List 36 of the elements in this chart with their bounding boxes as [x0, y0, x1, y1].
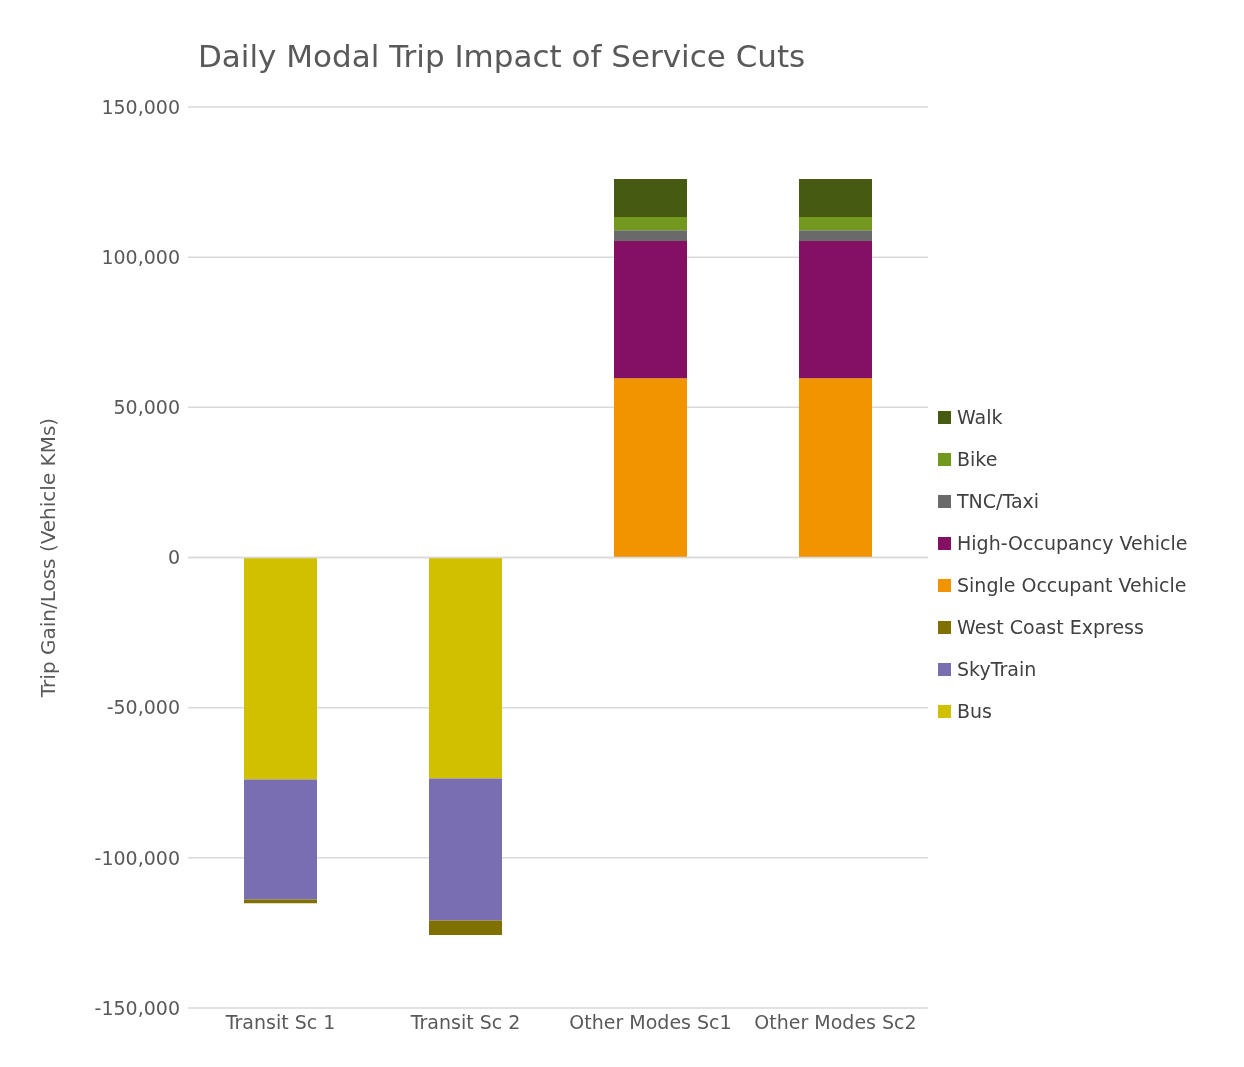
y-axis-title: Trip Gain/Loss (Vehicle KMs): [36, 417, 61, 699]
bar: [799, 240, 872, 379]
legend-label: Single Occupant Vehicle: [957, 574, 1187, 596]
legend-label: West Coast Express: [957, 616, 1144, 638]
bar: [429, 778, 502, 921]
legend-label: Bike: [957, 448, 998, 470]
bar: [799, 230, 872, 241]
chart-title: Daily Modal Trip Impact of Service Cuts: [198, 38, 806, 74]
legend-label: Walk: [957, 406, 1003, 428]
bar: [429, 557, 502, 779]
x-tick-label: Other Modes Sc2: [754, 1011, 917, 1034]
legend-label: Bus: [957, 700, 992, 722]
bar: [244, 779, 317, 900]
bar: [429, 920, 502, 936]
y-tick-label: -100,000: [94, 846, 180, 869]
bar: [614, 240, 687, 379]
y-tick-label: 150,000: [101, 95, 180, 118]
bar: [799, 179, 872, 217]
bar: [799, 378, 872, 558]
bar: [614, 378, 687, 558]
bar: [614, 179, 687, 217]
y-tick-label: 0: [167, 546, 180, 569]
bar: [244, 557, 317, 780]
bar: [614, 230, 687, 241]
x-tick-label: Transit Sc 1: [224, 1011, 336, 1034]
y-tick-label: -150,000: [94, 996, 180, 1019]
legend-label: SkyTrain: [957, 658, 1037, 680]
y-tick-label: 50,000: [113, 396, 180, 419]
x-tick-label: Transit Sc 2: [409, 1011, 521, 1034]
x-tick-label: Other Modes Sc1: [569, 1011, 732, 1034]
y-tick-label: 100,000: [101, 245, 180, 268]
bar: [799, 216, 872, 231]
bar: [614, 216, 687, 231]
legend-label: High-Occupancy Vehicle: [957, 532, 1188, 554]
y-tick-label: -50,000: [106, 696, 180, 719]
legend-label: TNC/Taxi: [957, 490, 1040, 512]
